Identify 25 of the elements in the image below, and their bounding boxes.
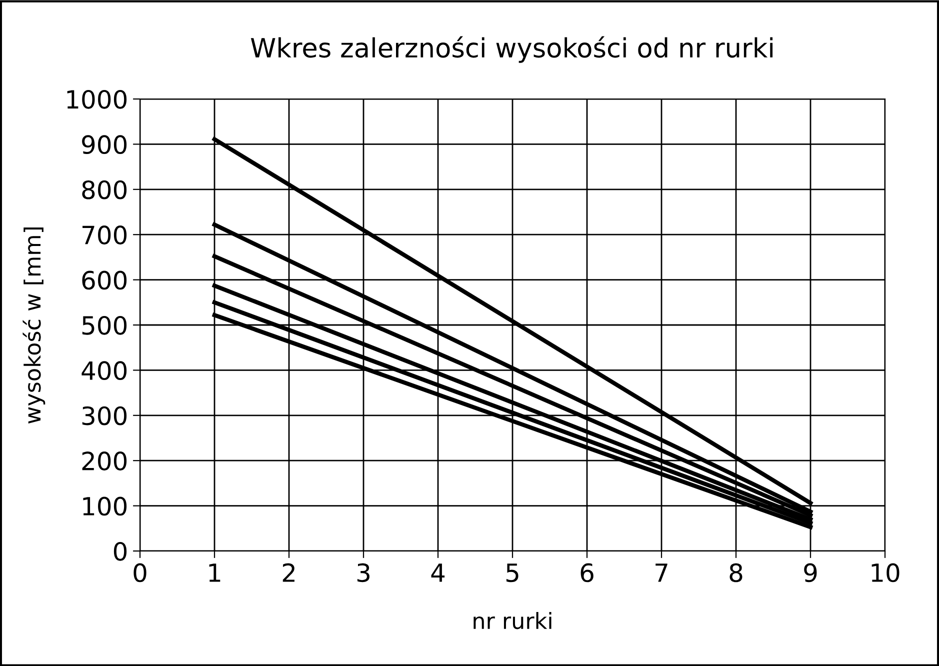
y-axis-title: wysokość w [mm] bbox=[22, 227, 46, 424]
y-tick-label: 600 bbox=[82, 270, 127, 290]
chart-title: Wkres zalerzności wysokości od nr rurki bbox=[250, 36, 773, 63]
x-tick-label: 3 bbox=[357, 563, 370, 582]
y-tick-label: 300 bbox=[82, 406, 127, 426]
x-tick-label: 7 bbox=[656, 564, 668, 582]
x-tick-label: 10 bbox=[872, 563, 900, 582]
y-tick-label: 900 bbox=[82, 135, 127, 154]
x-tick-label: 8 bbox=[730, 563, 742, 582]
y-tick-label: 400 bbox=[82, 361, 127, 380]
x-tick-label: 1 bbox=[209, 564, 220, 582]
y-tick-label: 800 bbox=[82, 180, 127, 200]
x-tick-label: 6 bbox=[580, 563, 594, 582]
y-tick-label: 500 bbox=[82, 316, 127, 335]
x-tick-label: 5 bbox=[506, 564, 518, 582]
y-tick-label: 200 bbox=[82, 452, 127, 470]
x-tick-label: 2 bbox=[282, 563, 294, 582]
y-tick-label: 700 bbox=[82, 226, 127, 244]
x-tick-label: 4 bbox=[431, 564, 445, 582]
x-tick-label: 9 bbox=[804, 563, 817, 582]
y-tick-label: 100 bbox=[83, 496, 127, 516]
y-tick-label: 1000 bbox=[67, 90, 127, 109]
x-tick-label: 0 bbox=[134, 563, 146, 582]
y-tick-label: 0 bbox=[114, 542, 127, 561]
x-axis-title: nr rurki bbox=[474, 612, 552, 630]
